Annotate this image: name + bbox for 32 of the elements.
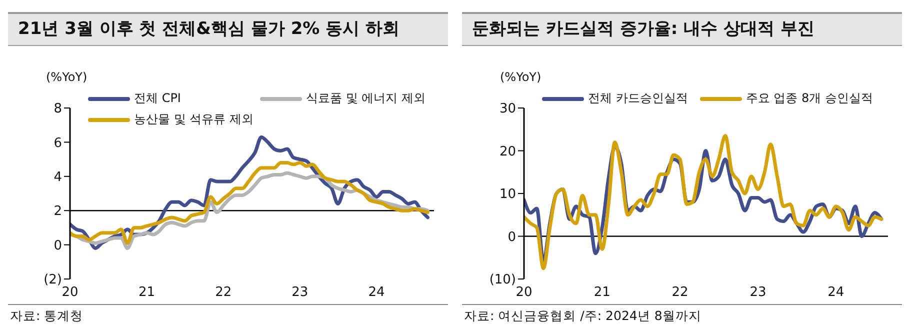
x-tick-label: 22 xyxy=(672,285,688,300)
y-tick-label: 0 xyxy=(54,238,62,254)
x-tick-label: 24 xyxy=(828,285,844,300)
x-tick-label: 21 xyxy=(594,285,610,300)
x-tick-label: 24 xyxy=(368,285,385,300)
y-tick-label: (2) xyxy=(44,272,62,288)
y-tick-label: 6 xyxy=(54,136,62,151)
x-tick-label: 21 xyxy=(138,285,156,300)
legend-label: 전체 CPI xyxy=(134,90,181,107)
line-series xyxy=(70,160,430,245)
x-tick-label: 22 xyxy=(215,285,232,300)
x-tick-label: 20 xyxy=(516,285,532,300)
y-tick-label: 4 xyxy=(54,170,62,186)
y-tick-label: 8 xyxy=(54,102,62,117)
y-axis-title: (%YoY) xyxy=(500,70,542,84)
legend-label: 식료품 및 에너지 제외 xyxy=(306,90,426,107)
y-axis-title: (%YoY) xyxy=(46,70,88,84)
y-tick-label: 2 xyxy=(54,204,62,220)
y-tick-label: 20 xyxy=(499,144,516,160)
y-tick-label: 30 xyxy=(499,102,516,117)
legend-label: 전체 카드승인실적 xyxy=(588,90,688,107)
x-tick-label: 23 xyxy=(292,285,308,300)
y-tick-label: 10 xyxy=(499,187,516,202)
chart-title: 21년 3월 이후 첫 전체&핵심 물가 2% 동시 하회 xyxy=(8,12,448,46)
y-tick-label: 0 xyxy=(508,230,516,245)
x-tick-label: 23 xyxy=(750,285,766,300)
legend-label: 주요 업종 8개 승인실적 xyxy=(746,90,873,107)
chart-title: 둔화되는 카드실적 증가율: 내수 상대적 부진 xyxy=(462,12,902,46)
text: 자료: 여신금융협회 /주: 2024년 8월까지 xyxy=(464,308,702,325)
y-tick-label: (10) xyxy=(489,272,516,288)
text: 자료: 통계청 xyxy=(10,308,84,325)
legend-label: 농산물 및 석유류 제외 xyxy=(134,111,254,128)
